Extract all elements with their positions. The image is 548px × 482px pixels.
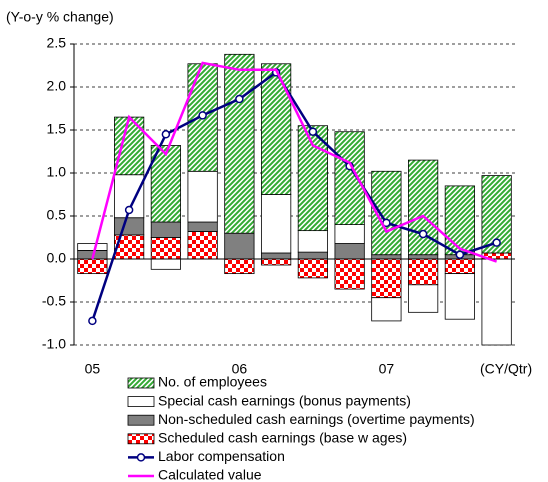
legend-marker <box>136 453 146 462</box>
chart-title: (Y-o-y % change) <box>6 9 114 25</box>
legend-swatch <box>127 414 155 426</box>
bar-segment <box>297 251 328 260</box>
x-tick-label: 07 <box>379 361 395 377</box>
bar-segment <box>224 258 255 275</box>
bar-segment <box>224 53 255 234</box>
bar-segment <box>334 224 365 244</box>
bar-segment <box>261 258 292 266</box>
bar-segment <box>444 273 475 320</box>
y-tick-label: 2.0 <box>47 78 67 94</box>
bar-segment <box>334 131 365 225</box>
legend-swatch <box>127 377 155 389</box>
x-axis-label: (CY/Qtr) <box>480 361 532 377</box>
bar-segment <box>297 230 328 253</box>
legend-label: Calculated value <box>158 467 262 482</box>
line-marker <box>161 130 171 139</box>
bar-segment <box>334 243 365 260</box>
bar-segment <box>261 63 292 195</box>
y-tick-label: 0.5 <box>47 207 67 223</box>
bar-segment <box>150 145 181 223</box>
bar-segment <box>261 252 292 260</box>
bar-segment <box>114 174 145 219</box>
y-tick-label: 2.5 <box>47 35 67 51</box>
line-marker <box>492 238 501 247</box>
legend-swatch <box>127 396 155 408</box>
y-tick-label: -0.5 <box>42 293 66 309</box>
bar-segment <box>187 170 218 223</box>
legend-label: Labor compensation <box>158 448 285 464</box>
bar-segment <box>261 194 292 254</box>
bar-segment <box>334 258 365 290</box>
line-marker <box>308 127 318 136</box>
bar-segment <box>114 217 145 236</box>
y-tick-label: 1.0 <box>47 164 67 180</box>
line-marker <box>198 111 207 120</box>
y-tick-label: 1.5 <box>47 121 67 137</box>
bar-segment <box>187 231 218 260</box>
bar-segment <box>408 258 439 286</box>
line-marker <box>418 229 428 239</box>
bar-segment <box>371 170 402 256</box>
bar-segment <box>77 258 108 275</box>
bar-segment <box>371 254 402 260</box>
legend-swatch <box>127 433 155 445</box>
bar-segment <box>150 221 181 238</box>
legend-label: Non-scheduled cash earnings (overtime pa… <box>158 411 475 427</box>
bar-segment <box>481 258 512 346</box>
bar-segment <box>150 258 181 270</box>
line-marker <box>88 316 97 326</box>
legend-label: Special cash earnings (bonus payments) <box>158 392 411 408</box>
bar-segment <box>371 258 402 299</box>
bar-segment <box>408 254 439 260</box>
bar-segment <box>444 185 475 256</box>
bar-segment <box>408 284 439 313</box>
line-marker <box>235 94 244 104</box>
bar-segment <box>444 258 475 275</box>
bar-segment <box>77 243 108 251</box>
bar-segment <box>297 258 328 279</box>
bar-segment <box>150 237 181 260</box>
y-tick-label: -1.0 <box>42 336 66 352</box>
line-marker <box>455 250 465 259</box>
legend-label: Scheduled cash earnings (base w ages) <box>158 430 407 446</box>
y-tick-label: 0.0 <box>47 250 67 266</box>
legend-label: No. of employees <box>158 374 267 390</box>
bar-segment <box>187 221 218 232</box>
line-series <box>91 61 498 263</box>
bar-segment <box>224 232 255 260</box>
x-tick-label: 05 <box>85 361 101 377</box>
line-marker <box>124 205 134 215</box>
x-tick-label: 06 <box>232 361 248 377</box>
bar-segment <box>371 297 402 322</box>
